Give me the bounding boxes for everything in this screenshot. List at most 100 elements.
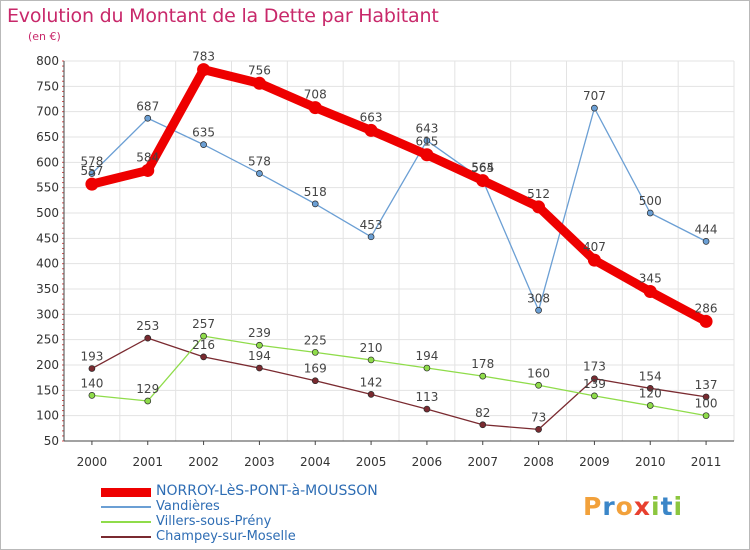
data-label: 407 [583, 240, 606, 254]
data-label: 82 [475, 406, 490, 420]
data-point [535, 425, 542, 433]
y-tick-label: 200 [36, 358, 59, 372]
data-label: 635 [192, 126, 215, 140]
data-point [420, 148, 434, 162]
data-point [591, 104, 598, 112]
data-point [646, 209, 654, 217]
legend-swatch [101, 506, 151, 508]
data-point [144, 114, 152, 122]
data-point [88, 170, 96, 177]
legend-label: NORROY-LèS-PONT-à-MOUSSON [156, 483, 378, 499]
logo-letter: r [602, 492, 616, 521]
data-point [479, 372, 487, 380]
y-tick-label: 500 [36, 206, 59, 220]
x-tick-label: 2008 [523, 455, 554, 469]
series-line [91, 337, 707, 430]
y-tick-label: 600 [36, 155, 59, 169]
data-label: 257 [192, 317, 215, 331]
data-point [476, 174, 490, 188]
data-label: 173 [583, 360, 606, 374]
data-label: 615 [415, 135, 438, 149]
data-label: 687 [136, 99, 159, 113]
y-tick-label: 400 [36, 257, 59, 271]
data-point [532, 200, 546, 214]
legend-label: Vandières [156, 499, 220, 514]
data-label: 643 [415, 122, 438, 136]
logo-letter: P [583, 492, 603, 521]
x-tick-label: 2011 [691, 455, 722, 469]
data-label: 578 [80, 154, 103, 168]
data-point [256, 364, 263, 372]
data-label: 584 [136, 150, 159, 164]
x-tick-label: 2005 [356, 455, 387, 469]
chart-title: Evolution du Montant de la Dette par Hab… [7, 5, 439, 27]
legend-label: Champey-sur-Moselle [156, 529, 296, 544]
data-label: 453 [360, 218, 383, 232]
data-label: 193 [80, 350, 103, 364]
x-tick-label: 2000 [77, 455, 108, 469]
data-label: 137 [695, 378, 718, 392]
data-point [646, 402, 654, 409]
data-point [256, 341, 263, 349]
data-label: 142 [360, 375, 383, 389]
data-point [144, 397, 152, 405]
data-label: 708 [304, 88, 327, 102]
data-label: 73 [531, 410, 546, 424]
data-label: 557 [80, 164, 103, 178]
data-point [367, 356, 375, 364]
data-point [200, 141, 207, 148]
y-tick-label: 100 [36, 409, 59, 423]
data-label: 253 [136, 319, 159, 333]
data-label: 139 [583, 377, 606, 391]
data-point [144, 334, 152, 342]
data-label: 160 [527, 366, 550, 380]
data-label: 154 [639, 369, 662, 383]
y-tick-label: 350 [36, 282, 59, 296]
legend-swatch [101, 487, 151, 497]
data-point [643, 285, 657, 299]
y-tick-label: 300 [36, 307, 59, 321]
data-label: 756 [248, 63, 271, 77]
data-point [423, 364, 431, 372]
data-point [200, 353, 207, 361]
data-point [479, 421, 487, 429]
logo-letter: x [633, 492, 651, 521]
data-label: 518 [304, 185, 327, 199]
x-tick-label: 2006 [412, 455, 443, 469]
data-label: 707 [583, 89, 606, 103]
data-label: 225 [304, 333, 327, 347]
y-tick-label: 700 [36, 105, 59, 119]
logo-letter: i [651, 492, 661, 521]
data-label: 444 [695, 222, 718, 236]
chart-subtitle: (en €) [28, 30, 61, 43]
legend-swatch [101, 521, 151, 523]
y-tick-label: 800 [36, 54, 59, 68]
data-point [311, 200, 319, 208]
data-label: 564 [471, 161, 494, 175]
data-point [535, 306, 542, 314]
y-tick-label: 550 [36, 181, 59, 195]
data-label: 783 [192, 50, 215, 64]
data-point [423, 137, 431, 144]
x-tick-label: 2004 [300, 455, 331, 469]
y-tick-label: 250 [36, 333, 59, 347]
data-label: 308 [527, 291, 550, 305]
data-point [88, 365, 96, 372]
data-point [591, 375, 598, 383]
data-point [423, 405, 431, 413]
legend-label: Villers-sous-Prény [156, 514, 272, 529]
data-point [200, 332, 207, 340]
data-point [308, 101, 322, 115]
data-label: 194 [248, 349, 271, 363]
y-tick-label: 750 [36, 79, 59, 93]
x-tick-label: 2001 [132, 455, 163, 469]
data-point [702, 238, 710, 245]
data-point [88, 392, 96, 399]
data-label: 345 [639, 272, 662, 286]
y-tick-label: 650 [36, 130, 59, 144]
logo-letter: t [660, 492, 674, 521]
series-line [87, 65, 711, 326]
y-tick-label: 450 [36, 231, 59, 245]
x-tick-label: 2007 [467, 455, 498, 469]
